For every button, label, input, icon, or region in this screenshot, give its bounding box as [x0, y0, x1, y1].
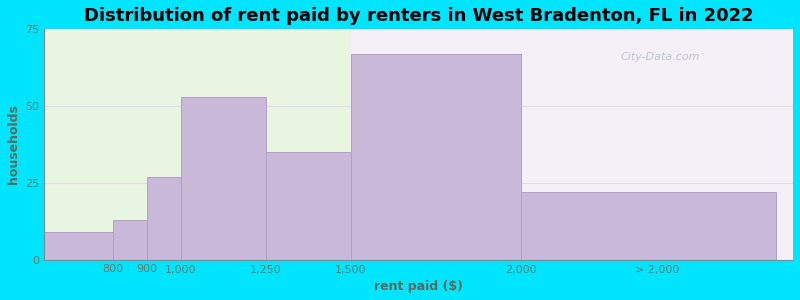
Y-axis label: households: households: [7, 104, 20, 184]
Bar: [266, 152, 350, 260]
Bar: [350, 54, 521, 260]
Bar: [0, 232, 113, 260]
Bar: [521, 192, 776, 260]
Text: City-Data.com: City-Data.com: [621, 52, 700, 62]
Bar: [113, 220, 146, 260]
Title: Distribution of rent paid by renters in West Bradenton, FL in 2022: Distribution of rent paid by renters in …: [84, 7, 754, 25]
Bar: [146, 177, 181, 260]
Bar: [350, 14, 793, 260]
Bar: [181, 97, 266, 260]
X-axis label: rent paid ($): rent paid ($): [374, 280, 463, 293]
Bar: [45, 14, 350, 260]
